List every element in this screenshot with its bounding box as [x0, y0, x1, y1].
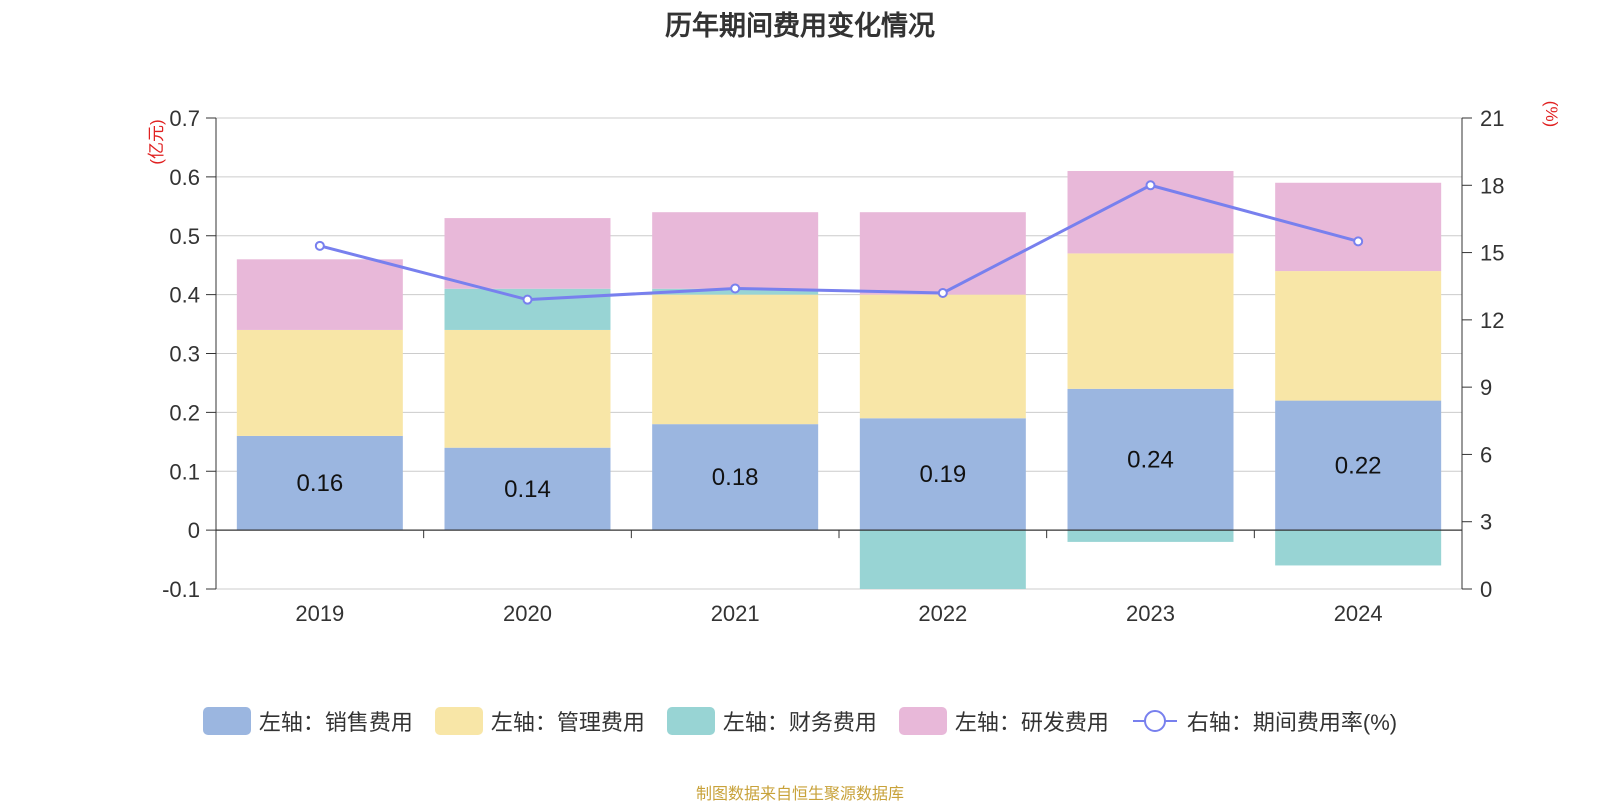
left-axis-unit: (亿元) [147, 119, 166, 164]
legend-swatch-sales [202, 707, 251, 735]
legend-label-rate: 右轴：期间费用率(%) [1186, 710, 1398, 735]
right-tick-label: 6 [1480, 442, 1492, 467]
grid-lines [216, 117, 1462, 590]
legend-label-finance: 左轴：财务费用 [722, 710, 877, 735]
right-axis-unit: (%) [1542, 101, 1561, 127]
bar-admin-2019 [236, 329, 403, 436]
bar-layer [236, 170, 1442, 589]
bar-admin-2020 [444, 329, 611, 448]
left-tick-label: 0.4 [169, 283, 200, 308]
legend-swatch-admin [434, 707, 483, 735]
bar-admin-2024 [1275, 271, 1442, 401]
x-tick-label-2022: 2022 [918, 601, 967, 626]
bar-sales-2024 [1275, 400, 1442, 531]
rate-point-2021 [730, 283, 741, 294]
left-tick-label: 0.2 [169, 400, 200, 425]
x-tick-label-2023: 2023 [1126, 601, 1175, 626]
bar-sales-2021 [652, 424, 819, 531]
left-tick-label: 0.7 [169, 106, 200, 131]
x-tick-label-2020: 2020 [503, 601, 552, 626]
bar-rnd-2020 [444, 218, 611, 289]
bar-sales-2019 [236, 435, 403, 531]
bar-finance-2024 [1275, 530, 1442, 566]
bar-rnd-2021 [652, 212, 819, 289]
data-labels: 0.16 0.14 0.18 0.19 0.24 0.22 [296, 446, 1381, 502]
legend-swatch-finance [666, 707, 715, 735]
bar-finance-2023 [1067, 530, 1234, 542]
chart-canvas: -0.1 0 0.1 0.2 0.3 0.4 0.5 0.6 0.7 0 3 6 9 12 15 18 21 (亿… [147, 101, 1561, 626]
axes: -0.1 0 0.1 0.2 0.3 0.4 0.5 0.6 0.7 0 3 6 9 12 15 18 21 (亿… [147, 101, 1561, 626]
data-label-sales-2021: 0.18 [712, 464, 759, 491]
x-tick-label-2019: 2019 [295, 601, 344, 626]
left-tick-label: 0 [188, 518, 200, 543]
left-tick-label: 0.3 [169, 342, 200, 367]
right-tick-label: 18 [1480, 173, 1504, 198]
right-tick-label: 9 [1480, 375, 1492, 400]
chart-title: 历年期间费用变化情况 [665, 11, 935, 41]
right-tick-label: 3 [1480, 510, 1492, 535]
legend-swatch-rate [1132, 710, 1177, 732]
legend-item-admin[interactable]: 左轴：管理费用 [434, 705, 645, 737]
bar-finance-2022 [859, 530, 1026, 589]
data-label-sales-2020: 0.14 [504, 476, 551, 503]
bar-admin-2021 [652, 294, 819, 425]
x-tick-label-2021: 2021 [711, 601, 760, 626]
bar-rnd-2019 [236, 259, 403, 330]
rate-point-2019 [314, 240, 325, 251]
rate-point-2024 [1353, 236, 1364, 247]
data-label-sales-2019: 0.16 [296, 470, 343, 497]
legend-item-finance[interactable]: 左轴：财务费用 [666, 705, 877, 737]
bar-admin-2022 [859, 294, 1026, 419]
left-tick-label: 0.5 [169, 224, 200, 249]
source-note: 制图数据来自恒生聚源数据库 [695, 786, 904, 803]
data-label-sales-2024: 0.22 [1335, 452, 1382, 479]
right-tick-label: 0 [1480, 577, 1492, 602]
rate-point-2023 [1145, 180, 1156, 191]
legend-label-sales: 左轴：销售费用 [258, 710, 413, 735]
bar-admin-2023 [1067, 253, 1234, 389]
legend-label-admin: 左轴：管理费用 [490, 710, 645, 735]
left-tick-label: 0.1 [169, 459, 200, 484]
right-tick-label: 12 [1480, 308, 1504, 333]
legend-item-rate[interactable]: 右轴：期间费用率(%) [1131, 705, 1397, 737]
rate-line-layer [314, 180, 1364, 305]
legend-item-rnd[interactable]: 左轴：研发费用 [898, 705, 1109, 737]
data-label-sales-2023: 0.24 [1127, 446, 1174, 473]
rate-point-2022 [937, 287, 948, 298]
legend-item-sales[interactable]: 左轴：销售费用 [202, 705, 413, 737]
bar-rnd-2022 [859, 212, 1026, 295]
legend-label-rnd: 左轴：研发费用 [954, 710, 1109, 735]
legend: 左轴：销售费用 左轴：管理费用 左轴：财务费用 左轴：研发费用 右轴：期间费用率… [0, 705, 1600, 737]
rate-line [319, 183, 1359, 302]
bar-sales-2023 [1067, 388, 1234, 531]
data-label-sales-2022: 0.19 [919, 461, 966, 488]
right-tick-label: 21 [1480, 106, 1504, 131]
left-tick-label: -0.1 [162, 577, 200, 602]
right-tick-label: 15 [1480, 241, 1504, 266]
bar-sales-2020 [444, 447, 611, 531]
bar-sales-2022 [859, 418, 1026, 531]
left-tick-label: 0.6 [169, 165, 200, 190]
x-tick-label-2024: 2024 [1334, 601, 1383, 626]
legend-swatch-rnd [898, 707, 947, 735]
rate-point-2020 [522, 294, 533, 305]
